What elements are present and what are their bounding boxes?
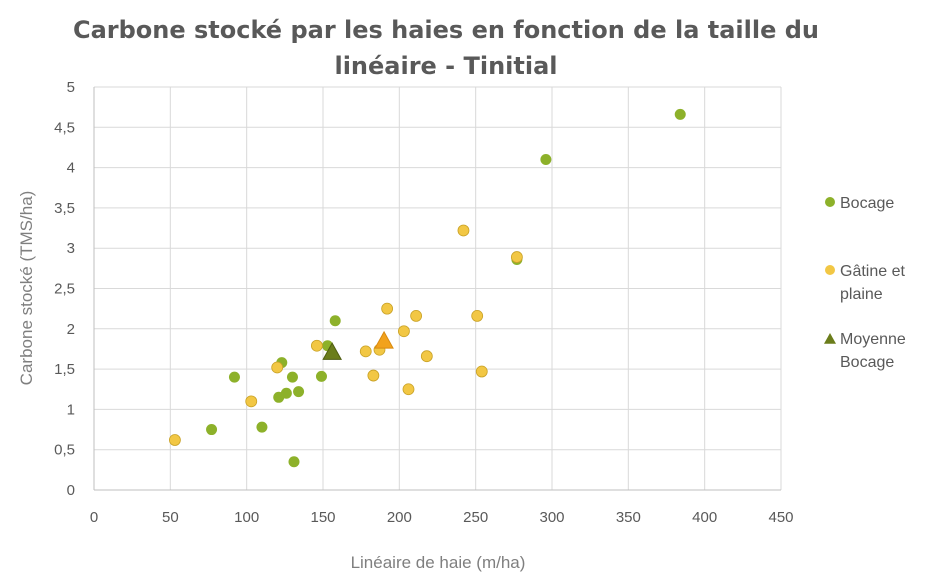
data-points (169, 108, 686, 468)
data-point (367, 369, 380, 382)
chart-title-line-1: Carbone stocké par les haies en fonction… (73, 16, 819, 44)
y-axis-label: Carbone stocké (TMS/ha) (17, 191, 36, 386)
y-tick-label: 2,5 (54, 281, 75, 298)
data-point (293, 386, 305, 398)
data-point (256, 421, 268, 433)
x-tick-label: 100 (234, 509, 259, 526)
data-point (271, 361, 284, 374)
legend-label: Moyenne (840, 331, 906, 348)
chart-title: Carbone stocké par les haies en fonction… (73, 16, 819, 80)
legend-label: Bocage (840, 195, 894, 212)
x-tick-label: 200 (387, 509, 412, 526)
x-tick-label: 150 (310, 509, 335, 526)
y-tick-label: 1,5 (54, 361, 75, 378)
data-point (510, 251, 523, 263)
data-point (475, 365, 488, 378)
y-tick-label: 2 (67, 321, 75, 338)
data-point (359, 345, 372, 358)
data-point (310, 339, 323, 352)
x-axis-label: Linéaire de haie (m/ha) (351, 553, 526, 572)
data-point (381, 302, 394, 315)
x-tick-label: 450 (768, 509, 793, 526)
x-tick-label: 300 (539, 509, 564, 526)
data-point (420, 350, 433, 363)
x-tick-label: 250 (463, 509, 488, 526)
y-tick-label: 4 (67, 160, 75, 177)
y-tick-label: 3 (67, 240, 75, 257)
data-point (457, 224, 470, 237)
data-point (206, 424, 218, 436)
data-point (280, 387, 292, 399)
data-point (329, 315, 341, 327)
mean-triangle-marker (322, 342, 343, 360)
y-tick-label: 1 (67, 401, 75, 418)
data-point (169, 434, 181, 446)
x-tick-label: 350 (616, 509, 641, 526)
x-tick-label: 50 (162, 509, 179, 526)
gridlines (94, 86, 782, 490)
data-point (410, 310, 423, 322)
y-tick-labels: 0 0,5 1 1,5 2 2,5 3 3,5 4 4,5 5 (54, 79, 75, 499)
legend-label: plaine (840, 286, 883, 303)
data-point (315, 370, 327, 382)
chart-title-line-2: linéaire - Tinitial (334, 52, 557, 80)
legend-label: Gâtine et (840, 263, 905, 280)
x-tick-labels: 0 50 100 150 200 250 300 350 400 450 (90, 509, 794, 526)
legend-marker (824, 333, 836, 344)
legend-marker (825, 265, 835, 275)
x-tick-label: 0 (90, 509, 98, 526)
legend: Bocage Gâtine et plaine Moyenne Bocage (824, 195, 906, 371)
y-tick-label: 0,5 (54, 442, 75, 459)
axes (93, 87, 781, 491)
data-point (288, 456, 300, 468)
legend-marker (825, 197, 835, 207)
data-point (286, 371, 298, 383)
data-point (228, 371, 240, 383)
data-point (398, 325, 410, 338)
data-point (674, 108, 686, 120)
y-tick-label: 3,5 (54, 200, 75, 217)
y-tick-label: 5 (67, 79, 75, 96)
y-tick-label: 4,5 (54, 119, 75, 136)
data-point (471, 310, 484, 322)
x-tick-label: 400 (692, 509, 717, 526)
data-point (402, 383, 415, 396)
data-point (245, 395, 258, 408)
legend-label: Bocage (840, 354, 894, 371)
mean-triangle-marker (374, 330, 394, 349)
y-tick-label: 0 (67, 482, 75, 499)
data-point (540, 154, 552, 166)
